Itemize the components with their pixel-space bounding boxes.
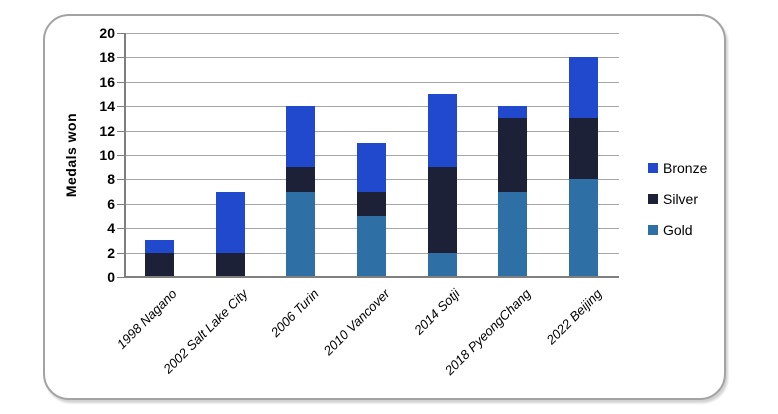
y-tick-label: 14: [99, 98, 115, 114]
legend-item-gold: Gold: [648, 223, 707, 237]
bar-silver-segment: [569, 118, 599, 180]
bar-silver-segment: [286, 167, 316, 192]
x-axis-line: [124, 276, 619, 278]
bar-bronze-segment: [144, 240, 174, 253]
legend: Bronze Silver Gold: [648, 161, 707, 254]
y-tick-label: 18: [99, 49, 115, 65]
gridline: [124, 106, 619, 107]
bar-gold-segment: [569, 179, 599, 277]
x-category-label: 1998 Nagano: [114, 286, 181, 352]
bar-bronze-segment: [498, 106, 528, 119]
bar-gold-segment: [427, 252, 457, 277]
legend-label-silver: Silver: [663, 191, 699, 207]
bar-silver-segment: [144, 252, 174, 277]
y-tick-mark: [117, 82, 124, 83]
bar-bronze-segment: [286, 106, 316, 168]
y-tick-mark: [117, 57, 124, 58]
y-tick-mark: [117, 155, 124, 156]
bar-silver-segment: [357, 191, 386, 216]
y-tick-label: 20: [99, 25, 115, 41]
y-tick-label: 10: [99, 147, 115, 163]
y-axis-line: [124, 33, 126, 278]
bar-bronze-segment: [427, 94, 457, 168]
bar-silver-segment: [498, 118, 528, 192]
y-tick-label: 0: [107, 269, 115, 285]
silver-swatch-icon: [648, 194, 658, 204]
gridline: [124, 57, 619, 58]
y-tick-mark: [117, 33, 124, 34]
bar-bronze-segment: [357, 142, 386, 192]
gridline: [124, 131, 619, 132]
bar-gold-segment: [286, 191, 316, 277]
gold-swatch-icon: [648, 225, 658, 235]
y-tick-mark: [117, 131, 124, 132]
bar-gold-segment: [357, 216, 386, 277]
bar-bronze-segment: [215, 191, 245, 253]
y-tick-label: 8: [107, 171, 115, 187]
legend-label-gold: Gold: [663, 222, 693, 238]
y-tick-mark: [117, 204, 124, 205]
legend-item-bronze: Bronze: [648, 161, 707, 175]
y-tick-mark: [117, 277, 124, 278]
y-tick-mark: [117, 228, 124, 229]
legend-item-silver: Silver: [648, 192, 707, 206]
bar-gold-segment: [498, 191, 528, 277]
y-tick-label: 16: [99, 74, 115, 90]
y-tick-label: 12: [99, 123, 115, 139]
y-tick-label: 4: [107, 220, 115, 236]
bronze-swatch-icon: [648, 163, 658, 173]
y-tick-label: 2: [107, 245, 115, 261]
y-tick-label: 6: [107, 196, 115, 212]
legend-label-bronze: Bronze: [663, 160, 708, 176]
bar-bronze-segment: [569, 57, 599, 119]
y-tick-mark: [117, 253, 124, 254]
bar-silver-segment: [215, 252, 245, 277]
bar-silver-segment: [427, 167, 457, 253]
y-tick-mark: [117, 179, 124, 180]
gridline: [124, 82, 619, 83]
y-tick-mark: [117, 106, 124, 107]
gridline: [124, 33, 619, 34]
